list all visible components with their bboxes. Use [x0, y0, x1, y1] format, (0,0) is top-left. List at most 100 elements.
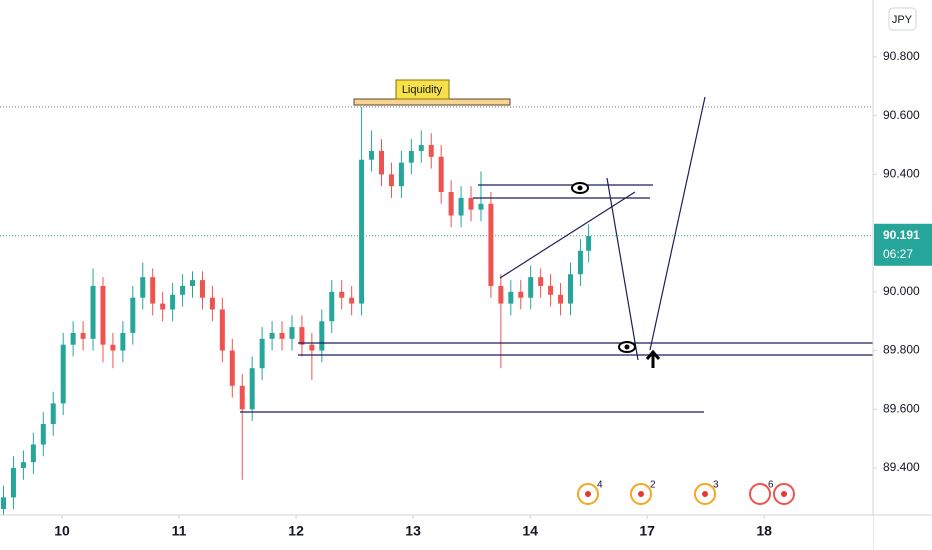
countdown-label: 06:27	[883, 247, 913, 261]
candle-body	[378, 150, 384, 175]
liquidity-tag	[395, 79, 450, 100]
candle-body	[209, 297, 215, 310]
candle-body	[428, 145, 434, 157]
axes: 89.400 89.600 89.800 90.000 90.400 90.600 90.8…	[54, 49, 932, 539]
candle-body	[299, 327, 305, 345]
candle-body	[249, 368, 255, 410]
event-dot	[702, 491, 708, 497]
candle-body	[388, 174, 394, 187]
candle-body	[190, 280, 196, 286]
eye-icon	[618, 341, 636, 353]
candle-body	[319, 321, 325, 351]
projection-line	[649, 96, 706, 351]
currency-box[interactable]	[888, 7, 917, 31]
candle-body	[498, 285, 504, 304]
x-tick-label: 17	[639, 523, 655, 539]
candle-body	[180, 285, 186, 295]
candle-body	[518, 291, 524, 298]
candle-body	[199, 280, 205, 298]
candle-body	[528, 277, 534, 298]
candles	[0, 106, 873, 515]
candle-body	[60, 344, 66, 404]
candle-body	[100, 285, 106, 345]
candle-body	[586, 236, 592, 251]
event-dot	[638, 491, 644, 497]
y-tick-label: 90.000	[883, 284, 920, 298]
eye-icon	[571, 182, 589, 194]
x-tick-label: 18	[756, 523, 772, 539]
candle-body	[160, 303, 166, 310]
candle-body	[150, 277, 156, 304]
trend-line	[499, 191, 636, 279]
x-tick-label: 14	[522, 523, 538, 539]
event-dot	[585, 491, 591, 497]
candle-body	[259, 338, 265, 369]
event-count: 3	[713, 480, 719, 491]
candle-body	[398, 162, 404, 187]
liquidity-label: Liquidity	[402, 84, 443, 96]
candle-body	[448, 192, 454, 216]
event-count: 2	[650, 480, 656, 491]
last-price-tag	[874, 223, 932, 266]
candle-body	[558, 294, 564, 304]
candle-body	[70, 332, 76, 345]
candle-body	[239, 385, 245, 410]
candle-body	[438, 156, 444, 193]
arrow-up	[645, 349, 661, 368]
candle-body	[1, 497, 7, 510]
projection-line	[606, 177, 639, 361]
y-tick-label: 90.800	[883, 49, 920, 63]
candle-body	[577, 250, 583, 275]
candle-body	[229, 350, 235, 386]
candle-body	[538, 277, 544, 286]
candle-body	[219, 309, 225, 351]
candle-body	[30, 444, 36, 463]
drawings: Liquidity	[240, 79, 873, 413]
candle-body	[140, 277, 146, 298]
last-price-label: 90.191	[883, 228, 920, 242]
x-tick-label: 11	[172, 523, 187, 539]
candle-body	[10, 468, 16, 498]
candle-body	[90, 285, 96, 339]
candle-body	[458, 197, 464, 216]
candle-body	[488, 203, 494, 286]
candle-body	[309, 344, 315, 351]
y-tick-label: 90.400	[883, 167, 920, 181]
y-tick-label: 89.600	[883, 401, 920, 415]
candle-body	[418, 145, 424, 151]
candle-body	[339, 291, 345, 298]
y-tick-label: 89.400	[883, 460, 920, 474]
candle-body	[40, 423, 46, 445]
candle-body	[20, 462, 26, 469]
event-dot	[781, 491, 787, 497]
events: 4 2 3 6	[577, 480, 795, 505]
candle-body	[269, 332, 275, 339]
price-axis-bg	[873, 0, 932, 550]
time-axis-bg	[0, 515, 873, 550]
event-count: 6	[768, 480, 774, 491]
x-tick-label: 13	[405, 523, 421, 539]
candle-body	[468, 197, 474, 210]
event-count: 4	[597, 480, 603, 491]
x-tick-label: 10	[54, 523, 70, 539]
candle-body	[279, 332, 285, 339]
currency-label[interactable]: JPY	[892, 14, 913, 26]
candle-body	[120, 332, 126, 351]
candle-body	[130, 297, 136, 333]
y-tick-label: 89.800	[883, 343, 920, 357]
candle-body	[548, 285, 554, 295]
candle-body	[508, 291, 514, 304]
liquidity-zone	[353, 98, 511, 106]
y-tick-label: 90.600	[883, 108, 920, 122]
candle-body	[329, 291, 335, 322]
candle-body	[289, 327, 295, 339]
candle-body	[50, 403, 56, 424]
x-tick-label: 12	[288, 523, 304, 539]
candle-body	[170, 294, 176, 310]
candle-body	[110, 344, 116, 351]
candle-body	[80, 332, 86, 339]
candle-body	[349, 297, 355, 304]
event-icon	[749, 483, 771, 505]
